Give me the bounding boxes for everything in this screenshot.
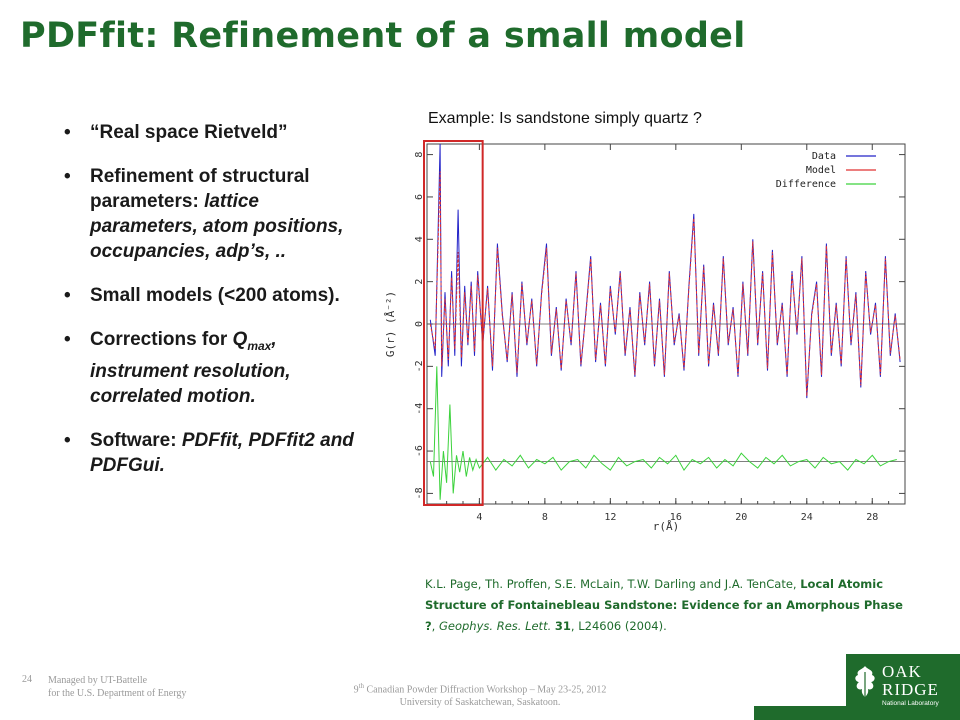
x-tick-label: 20: [735, 512, 747, 523]
y-tick-label: -8: [414, 487, 425, 499]
y-tick-label: 6: [414, 194, 425, 200]
x-tick-label: 28: [866, 512, 878, 523]
y-axis-label: G(r) (Å⁻²): [384, 291, 397, 357]
bullet-item: “Real space Rietveld”: [64, 120, 364, 145]
series-line-difference: [429, 366, 897, 500]
y-tick-label: 2: [414, 279, 425, 285]
bullet-text: Software:: [90, 429, 182, 451]
workshop-num: 9: [353, 684, 359, 696]
ref-authors: K.L. Page, Th. Proffen, S.E. McLain, T.W…: [425, 577, 801, 591]
ref-pages: , L24606 (2004).: [570, 619, 667, 633]
workshop-text: 9th Canadian Powder Diffraction Workshop…: [300, 680, 660, 709]
legend-label: Difference: [776, 179, 836, 190]
bullet-item: Refinement of structural parameters: lat…: [64, 164, 364, 264]
bullet-text: Corrections for: [90, 329, 233, 350]
slide-title: PDFfit: Refinement of a small model: [20, 16, 746, 56]
legend-label: Data: [812, 151, 836, 162]
y-tick-label: -6: [414, 445, 425, 457]
y-tick-label: 8: [414, 152, 425, 158]
logo-national-lab-text: National Laboratory: [882, 700, 939, 707]
logo-ridge-text: RIDGE: [882, 680, 939, 699]
ref-title: Local Atomic Structure of Fontainebleau …: [425, 577, 903, 633]
x-tick-label: 8: [542, 512, 548, 523]
bullet-item: Small models (<200 atoms).: [64, 283, 364, 308]
x-axis-label: r(Å): [653, 520, 680, 533]
ref-journal: Geophys. Res. Lett.: [438, 619, 552, 633]
y-tick-label: 4: [414, 236, 425, 242]
bullet-text: lattice parameters, atom positions, occu…: [90, 191, 344, 262]
bullet-text: Refinement of structural parameters:: [90, 166, 310, 212]
bullet-item: Software: PDFfit, PDFfit2 and PDFGui.: [64, 428, 364, 478]
x-tick-label: 24: [801, 512, 813, 523]
ornl-logo: OAK RIDGE National Laboratory: [846, 654, 960, 714]
x-tick-label: 4: [476, 512, 482, 523]
managed-line-2: for the U.S. Department of Energy: [48, 688, 187, 699]
managed-by-text: Managed by UT-Battelle for the U.S. Depa…: [48, 674, 186, 700]
workshop-line-1: 9th Canadian Powder Diffraction Workshop…: [300, 680, 660, 696]
x-tick-label: 16: [670, 512, 682, 523]
workshop-line-2: University of Saskatchewan, Saskatoon.: [399, 697, 561, 709]
example-caption: Example: Is sandstone simply quartz ?: [428, 110, 702, 127]
highlight-box: [423, 140, 484, 506]
slide-number: 24: [22, 674, 32, 685]
legend-label: Model: [806, 165, 836, 176]
bullet-text: “Real space Rietveld”: [90, 122, 288, 143]
bullet-text: Small models (<200 atoms).: [90, 285, 340, 306]
logo-oak-text: OAK: [882, 662, 922, 681]
bullet-item: Corrections for Qmax, instrument resolut…: [64, 327, 364, 409]
oak-leaf-icon: [855, 666, 875, 698]
series-line-model: [429, 171, 901, 397]
workshop-title: Canadian Powder Diffraction Workshop – M…: [364, 684, 607, 696]
managed-line-1: Managed by UT-Battelle: [48, 675, 148, 686]
bullet-list: “Real space Rietveld” Refinement of struc…: [64, 120, 364, 497]
workshop-sup: th: [358, 682, 365, 690]
ref-sep: ,: [431, 619, 439, 633]
x-tick-label: 12: [604, 512, 616, 523]
ref-volume: 31: [554, 619, 571, 633]
bullet-text: PDFfit, PDFfit2 and PDFGui.: [90, 429, 354, 476]
y-tick-label: -4: [414, 403, 425, 415]
bullet-text: , instrument resolution, correlated moti…: [90, 329, 291, 407]
bullet-text: Q: [232, 329, 248, 350]
y-tick-label: -2: [414, 360, 425, 372]
reference-citation: K.L. Page, Th. Proffen, S.E. McLain, T.W…: [425, 574, 905, 637]
bullet-text: max: [247, 338, 272, 353]
y-tick-label: 0: [414, 321, 425, 327]
